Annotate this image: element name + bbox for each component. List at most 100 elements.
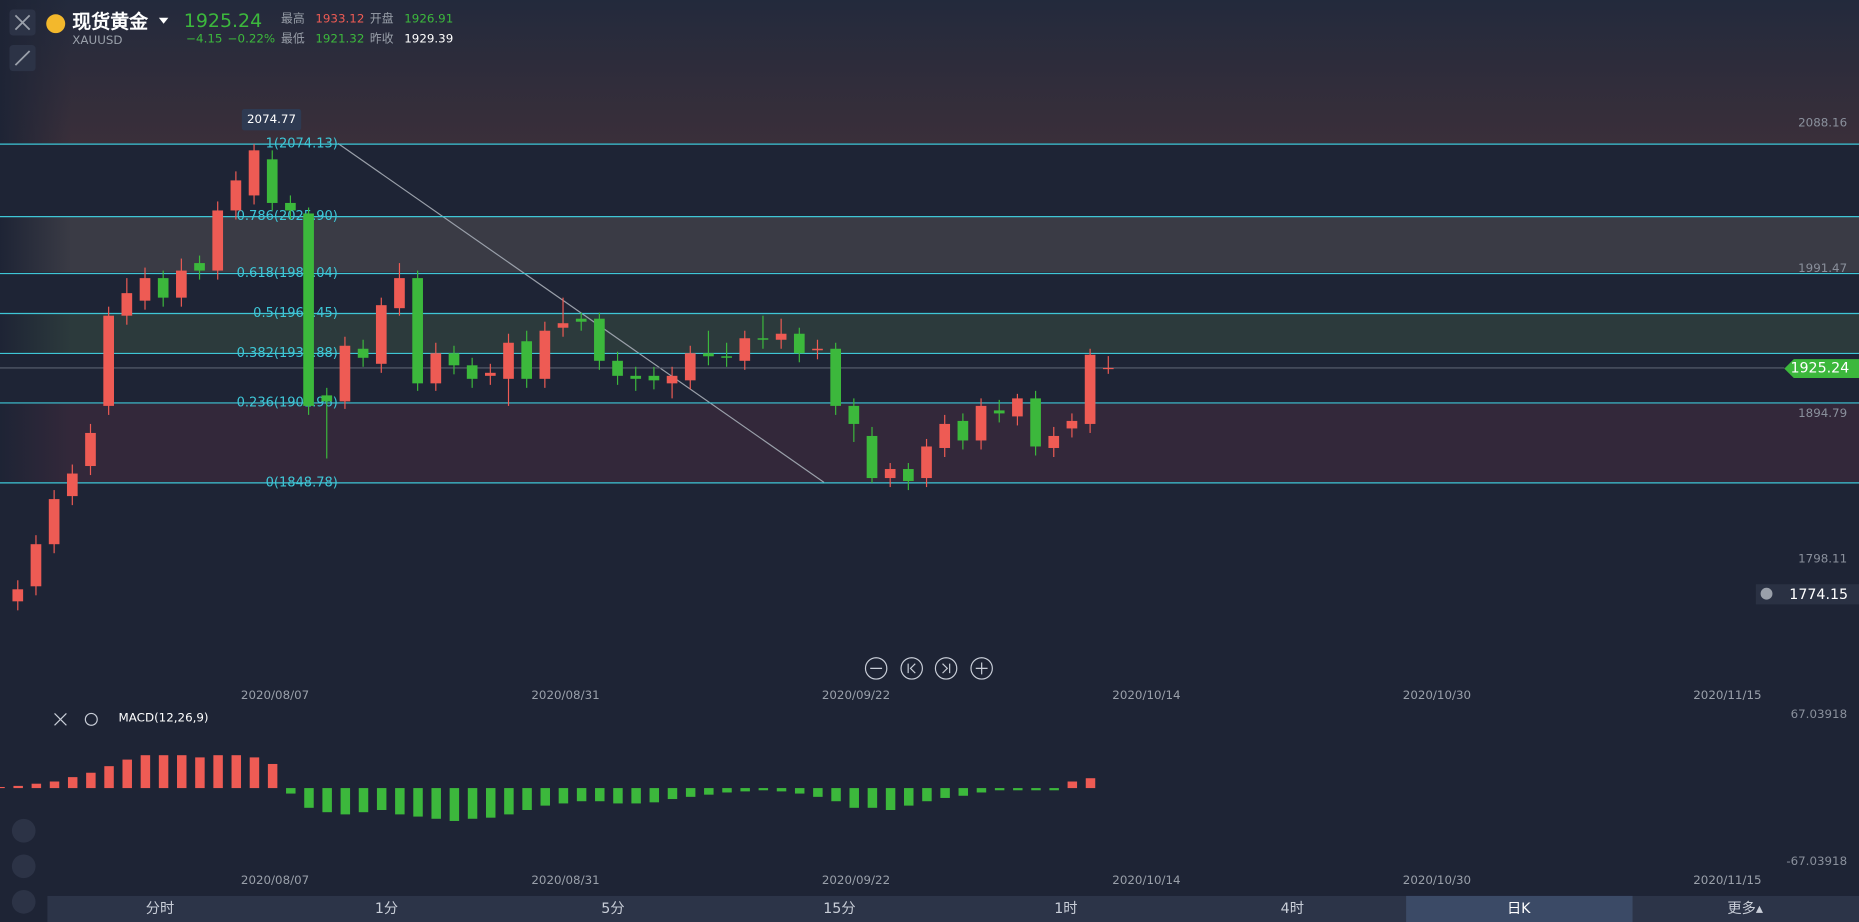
- macd-bar: [994, 788, 1005, 791]
- candle-body: [448, 353, 460, 366]
- tab[interactable]: 更多▴: [1727, 900, 1763, 917]
- candle-body: [812, 348, 823, 351]
- fib-label: 0.786(2025.90): [237, 209, 338, 224]
- tool-button[interactable]: [11, 818, 36, 843]
- macd-close[interactable]: [54, 713, 67, 726]
- prev[interactable]: [900, 657, 923, 680]
- macd-bar: [1031, 788, 1041, 791]
- macd-bar: [631, 788, 641, 804]
- tab[interactable]: 1时: [1054, 900, 1077, 917]
- macd-bar: [922, 788, 932, 802]
- stat-label: 昨收: [370, 32, 394, 46]
- stat-value: 1926.91: [404, 11, 453, 25]
- tab-active[interactable]: [1406, 895, 1633, 922]
- macd-tick-label: -67.03918: [1786, 854, 1847, 868]
- fib-label: 0.382(1934.88): [237, 346, 338, 361]
- tab[interactable]: 5分: [601, 900, 624, 917]
- candle-body: [848, 405, 860, 424]
- next[interactable]: [934, 657, 958, 680]
- macd-bar: [358, 788, 369, 813]
- macd-bar: [940, 788, 950, 798]
- candle-body: [66, 473, 78, 497]
- fib-label: 0.618(1988.04): [237, 266, 338, 281]
- tooltip-box: [241, 109, 302, 131]
- macd-bar: [831, 788, 841, 802]
- candle-body: [121, 293, 133, 316]
- tool-button[interactable]: [11, 854, 36, 879]
- x-tick-label: 2020/08/07: [241, 873, 309, 887]
- fib-label: 0(1848.78): [266, 475, 338, 490]
- tab[interactable]: 1分: [375, 900, 398, 917]
- candle-body: [575, 318, 587, 322]
- alert-price: 1774.15: [1789, 587, 1848, 603]
- candle-body: [739, 338, 751, 361]
- macd-bar: [1013, 788, 1023, 791]
- macd-bar: [722, 788, 732, 793]
- x-tick-label: 2020/10/14: [1112, 688, 1180, 702]
- macd-bar: [1085, 778, 1096, 789]
- candle-body: [557, 323, 569, 328]
- candle-body: [884, 469, 896, 479]
- stat-label: 最高: [281, 11, 305, 25]
- stat-value: 1921.32: [315, 32, 364, 46]
- bell-icon: [1760, 587, 1773, 600]
- candle-body: [793, 333, 805, 354]
- zoom-out[interactable]: [864, 657, 888, 680]
- candle-body: [30, 544, 42, 587]
- macd-bar: [0, 786, 5, 789]
- macd-bar: [904, 788, 914, 806]
- macd-bar: [104, 766, 114, 789]
- candle-body: [721, 356, 732, 358]
- candle-body: [993, 410, 1005, 414]
- dropdown[interactable]: [158, 17, 169, 24]
- stat-label: 开盘: [370, 11, 394, 25]
- macd-bar: [67, 777, 78, 789]
- tab[interactable]: 4时: [1281, 900, 1304, 917]
- alert-box[interactable]: [1755, 584, 1859, 605]
- macd-bar: [685, 788, 696, 797]
- tab[interactable]: 分时: [146, 900, 174, 917]
- candle-body: [539, 330, 551, 379]
- y-tick-label: 1798.11: [1798, 552, 1847, 566]
- tooltip: 2074.77: [247, 112, 296, 126]
- tab[interactable]: 日K: [1507, 901, 1531, 917]
- candle-body: [612, 360, 623, 376]
- candle-body: [176, 270, 187, 298]
- candle-body: [412, 278, 423, 384]
- macd-bar: [395, 788, 405, 815]
- macd-bar: [740, 788, 750, 792]
- macd-bar: [213, 755, 223, 789]
- macd-bar: [976, 788, 987, 793]
- candle-body: [375, 305, 387, 364]
- macd-bar: [177, 755, 187, 789]
- x-tick-label: 2020/11/15: [1693, 873, 1761, 887]
- macd-bar: [794, 788, 805, 794]
- candle-body: [939, 423, 951, 448]
- fib-label: 1(2074.13): [266, 137, 338, 152]
- candle-body: [430, 353, 442, 384]
- zoom-in[interactable]: [970, 657, 993, 680]
- candle-body: [285, 202, 296, 211]
- candle-body: [957, 420, 969, 441]
- macd-tick-label: 67.03918: [1791, 707, 1848, 721]
- candle-body: [303, 213, 314, 406]
- macd-bar: [704, 788, 714, 795]
- macd-bar: [231, 755, 242, 789]
- macd-bar: [31, 783, 42, 789]
- macd-bar: [504, 788, 514, 815]
- candle-body: [266, 159, 278, 203]
- candle-body: [484, 372, 496, 376]
- macd-settings[interactable]: [84, 712, 98, 726]
- name[interactable]: 现货黄金: [72, 10, 149, 33]
- tool-button[interactable]: [11, 890, 36, 914]
- header: 现货黄金 XAUUSD 1925.24 −4.15 −0.22% 最高 1933…: [9, 9, 453, 72]
- candle-body: [1066, 420, 1078, 429]
- tab[interactable]: 15分: [823, 900, 855, 917]
- candle-body: [1102, 367, 1114, 370]
- macd-bar: [340, 788, 351, 815]
- y-tick-label: 1894.79: [1798, 406, 1847, 420]
- macd-bar: [576, 788, 587, 802]
- candle-body: [921, 446, 932, 479]
- macd-bar: [413, 788, 423, 817]
